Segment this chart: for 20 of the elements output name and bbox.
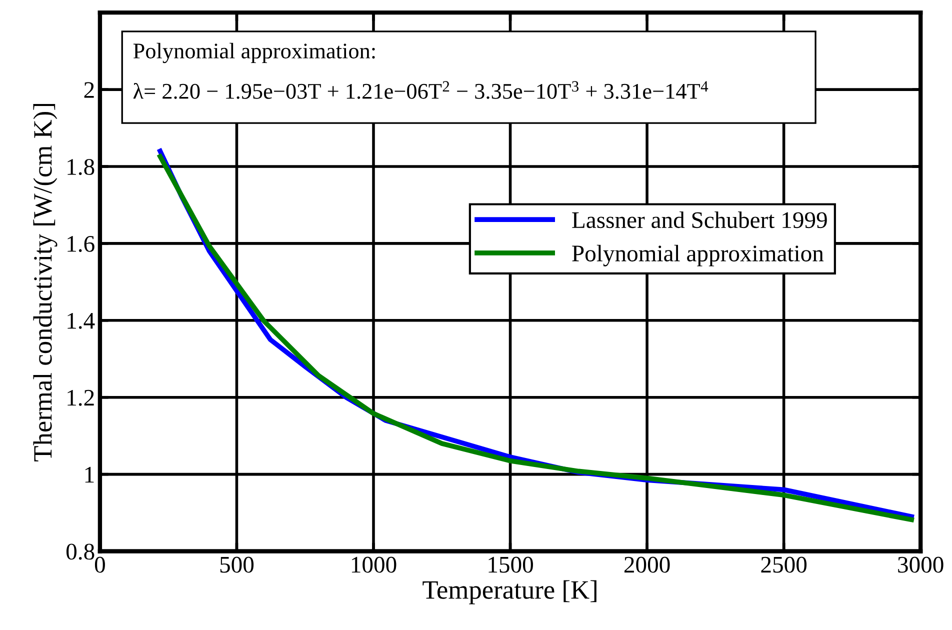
- x-axis-title: Temperature [K]: [422, 580, 596, 604]
- x-tick-label: 1500: [488, 556, 533, 573]
- x-tick-label: 0: [94, 556, 105, 573]
- x-tick-label: 2000: [624, 556, 670, 573]
- legend-label: Lassner and Schubert 1999: [572, 211, 827, 228]
- y-tick-label: 1: [85, 466, 94, 482]
- y-tick-label: 1.4: [68, 313, 95, 329]
- annotation: Polynomial approximation:: [133, 42, 375, 64]
- x-tick-label: 3000: [898, 556, 944, 573]
- y-tick-label: 1.2: [68, 390, 94, 406]
- y-tick-label: 0.8: [66, 544, 94, 560]
- x-tick-label: 2500: [761, 556, 807, 573]
- x-tick-label: 500: [220, 556, 254, 573]
- legend-label: Polynomial approximation: [572, 244, 824, 266]
- x-tick-label: 1000: [352, 556, 396, 573]
- y-axis-title: Thermal conductivity [W/(cm K)]: [33, 104, 58, 462]
- annotation: λ= 2.20 − 1.95e−03T + 1.21e−06T$^{2}$ − 3.35e−10T$^{3}$ + 3.31e−14T$^{4}$: [133, 81, 708, 99]
- y-tick-label: 1.6: [68, 236, 94, 252]
- y-tick-label: 2: [84, 82, 94, 98]
- y-tick-label: 1.8: [68, 158, 94, 176]
